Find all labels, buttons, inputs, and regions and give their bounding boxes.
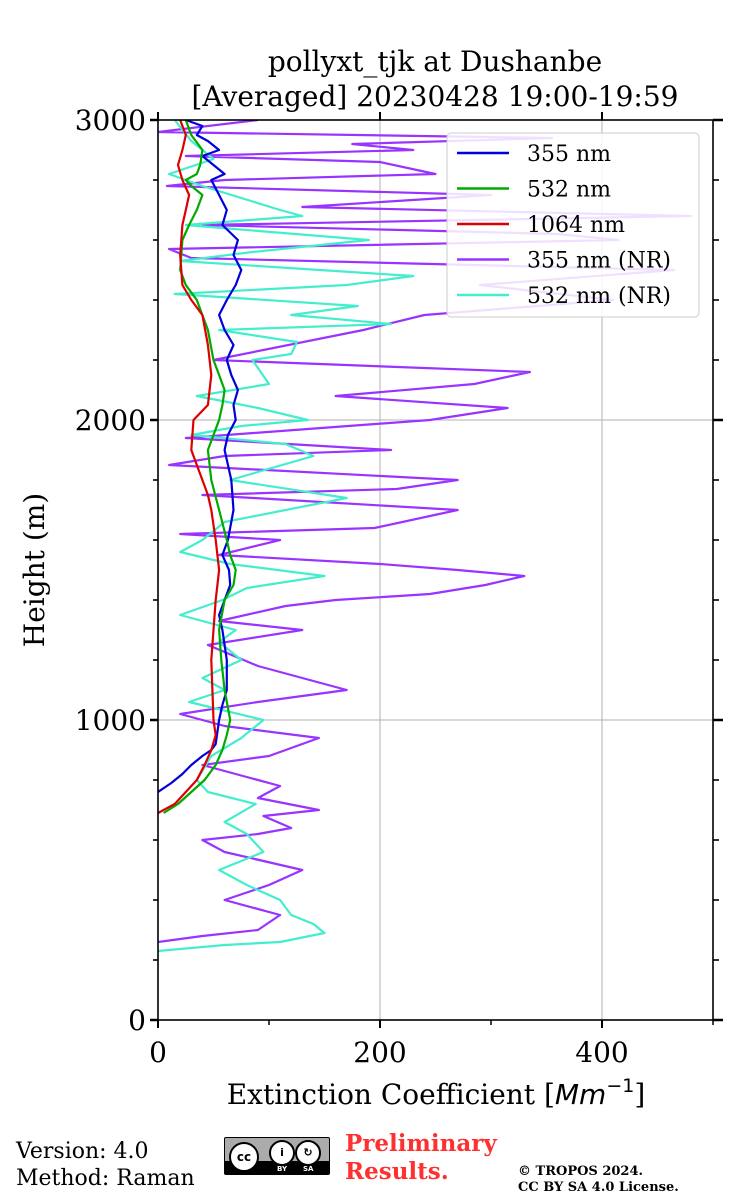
x-axis-label-text: Extinction Coefficient [ (227, 1078, 555, 1111)
plot-frame (157, 119, 714, 1021)
y-tick-label: 1000 (75, 704, 146, 737)
series-lines (158, 120, 692, 953)
cc-sa-label: SA (303, 1165, 314, 1173)
copyright-line2: CC BY SA 4.0 License. (518, 1180, 679, 1195)
legend-label: 355 nm (NR) (527, 249, 671, 274)
preliminary-results: Preliminary Results. (345, 1130, 497, 1186)
legend-label: 355 nm (527, 142, 611, 167)
legend-box (446, 132, 700, 318)
legend-label: 532 nm (527, 178, 611, 203)
series-line-532-nm-nr- (158, 120, 415, 953)
cc-by-label: BY (277, 1165, 288, 1173)
series-line-355-nm (158, 120, 243, 793)
cc-icon: cc (229, 1142, 259, 1172)
legend-label: 1064 nm (527, 213, 625, 238)
copyright-notice: © TROPOS 2024. CC BY SA 4.0 License. (518, 1164, 679, 1196)
y-tick-label: 0 (128, 1004, 146, 1037)
chart-title-line2: [Averaged] 20230428 19:00-19:59 (192, 80, 679, 113)
axis-ticks: 0 200 400 0 1000 2000 3000 (75, 104, 723, 1069)
preliminary-line1: Preliminary (345, 1130, 497, 1157)
series-line-1064-nm (158, 120, 221, 814)
cc-license-badge: cc i ↻ BY SA (224, 1137, 330, 1175)
by-person-icon: i (269, 1140, 295, 1166)
x-tick-label: 200 (353, 1036, 406, 1069)
copyright-line1: © TROPOS 2024. (518, 1164, 644, 1179)
x-tick-label: 400 (575, 1036, 628, 1069)
series-line-532-nm (163, 120, 237, 814)
extinction-chart: pollyxt_tjk at Dushanbe [Averaged] 20230… (18, 45, 723, 1111)
x-tick-label: 0 (149, 1036, 167, 1069)
sa-share-icon: ↻ (295, 1140, 321, 1166)
preliminary-line2: Results. (345, 1158, 449, 1185)
legend-label: 532 nm (NR) (527, 284, 671, 309)
x-axis-label-close: ] (634, 1078, 645, 1111)
chart-title-line1: pollyxt_tjk at Dushanbe (268, 45, 602, 78)
x-axis-label-exponent: −1 (606, 1075, 634, 1097)
version-text: Version: 4.0 (16, 1139, 149, 1164)
y-tick-label: 2000 (75, 404, 146, 437)
y-tick-label: 3000 (75, 104, 146, 137)
method-text: Method: Raman (16, 1166, 195, 1191)
y-axis-label: Height (m) (18, 493, 51, 647)
legend: 355 nm 532 nm 1064 nm 355 nm (NR) 532 nm (NR… (446, 132, 700, 318)
footer-info: Version: 4.0 Method: Raman (16, 1138, 195, 1192)
x-axis-label-unit: Mm (555, 1078, 606, 1111)
x-axis-label: Extinction Coefficient [Mm−1] (227, 1075, 646, 1111)
